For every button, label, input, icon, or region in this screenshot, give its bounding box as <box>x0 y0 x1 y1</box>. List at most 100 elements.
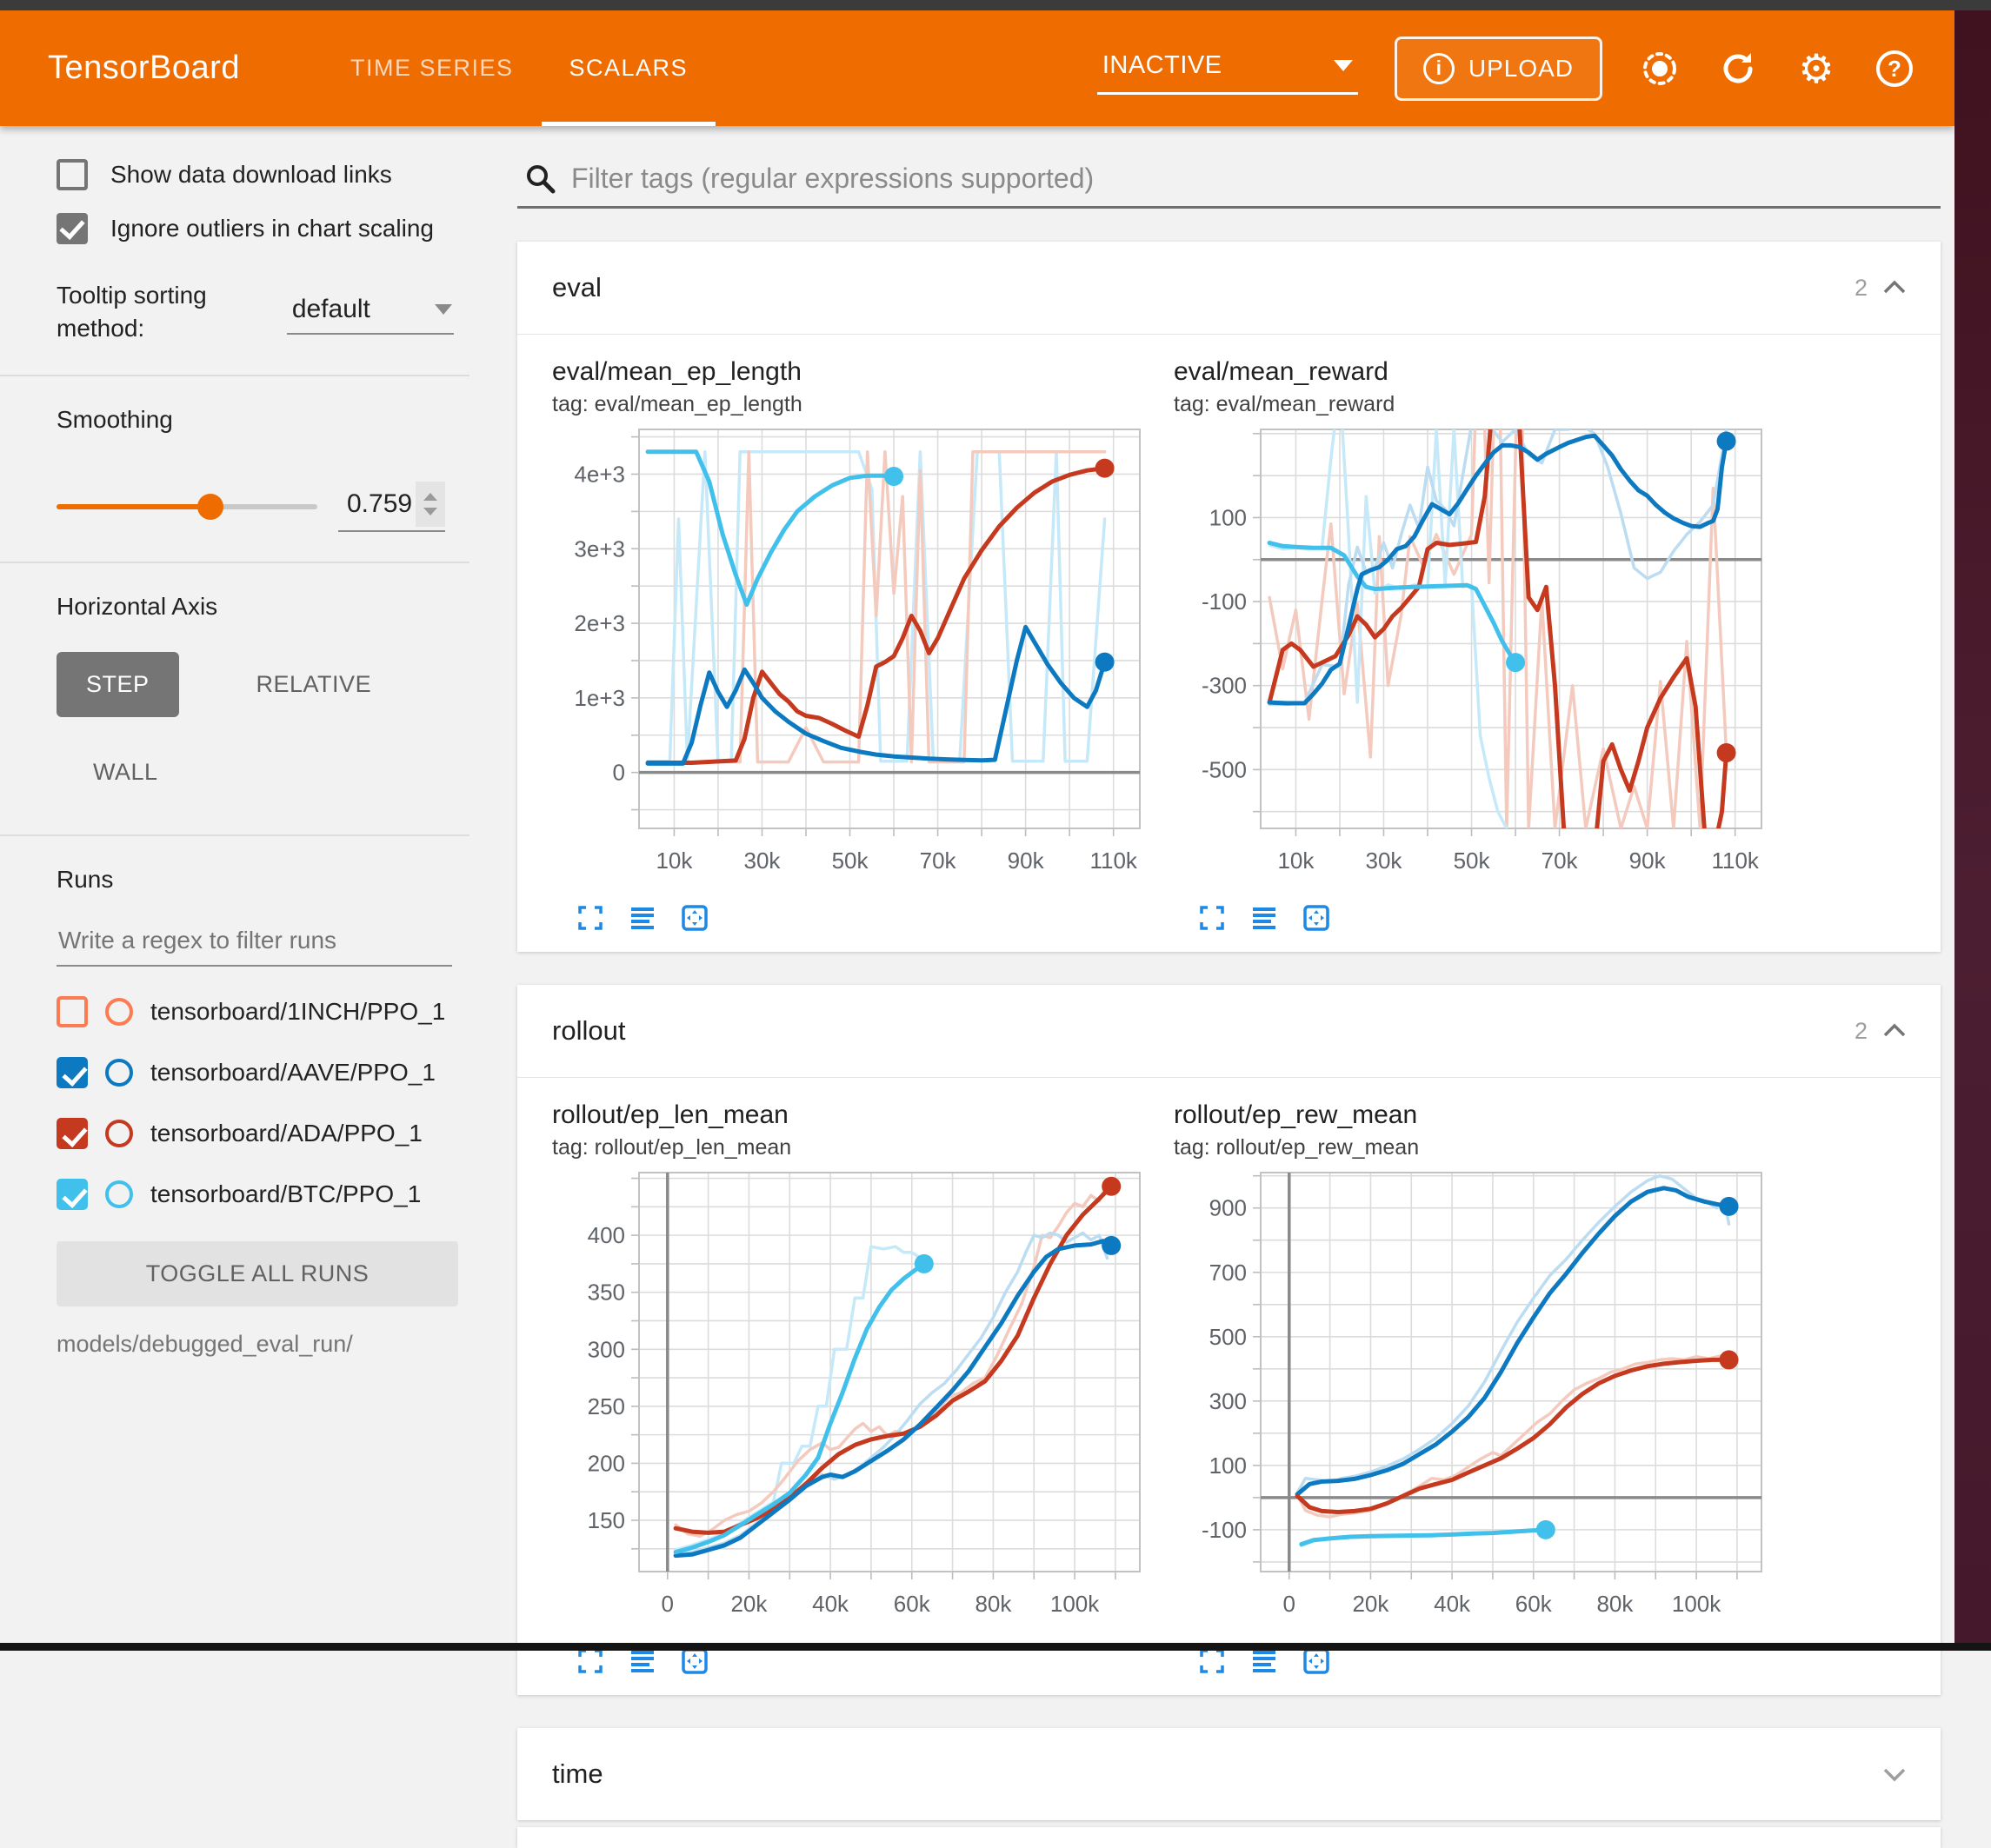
chart-title: rollout/ep_len_mean <box>552 1100 789 1129</box>
section-rollout-header[interactable]: rollout 2 <box>517 985 1941 1077</box>
run-row-aave[interactable]: tensorboard/AAVE/PPO_1 <box>57 1056 454 1088</box>
ignore-outliers-checkbox-row[interactable]: Ignore outliers in chart scaling <box>57 213 454 244</box>
status-label: INACTIVE <box>1102 50 1222 79</box>
window-frame-bottom <box>0 1643 1991 1651</box>
expand-icon[interactable] <box>1198 904 1226 936</box>
run-row-1inch[interactable]: tensorboard/1INCH/PPO_1 <box>57 995 454 1027</box>
svg-text:60k: 60k <box>894 1591 931 1617</box>
search-icon <box>527 165 556 194</box>
horizontal-axis-label: Horizontal Axis <box>57 592 218 620</box>
divider <box>0 374 469 376</box>
runs-table-icon[interactable] <box>1250 1647 1278 1679</box>
axis-option-step[interactable]: STEP <box>57 651 179 717</box>
fit-domain-icon[interactable] <box>1302 904 1330 936</box>
axis-option-wall[interactable]: WALL <box>93 758 158 785</box>
chart-plot[interactable]: 10k 30k 50k 70k 90k 110k 100 -100 -300 -500 <box>1174 421 1774 894</box>
svg-text:-100: -100 <box>1202 1517 1247 1543</box>
chevron-up-icon[interactable] <box>1881 279 1908 296</box>
run-checkbox[interactable] <box>57 995 88 1027</box>
chart-eval-mean-ep-length: eval/mean_ep_length tag: eval/mean_ep_le… <box>552 357 1156 936</box>
svg-text:250: 250 <box>588 1393 625 1419</box>
run-color-circle <box>105 1180 133 1208</box>
refresh-icon[interactable] <box>1717 48 1759 90</box>
series-tensorboard-aave-ppo-1 <box>1295 1186 1731 1497</box>
tag-filter-row <box>517 126 1941 209</box>
svg-text:300: 300 <box>588 1336 625 1362</box>
app-title: TensorBoard <box>48 50 240 86</box>
run-color-circle <box>105 1119 133 1147</box>
svg-text:900: 900 <box>1209 1195 1247 1221</box>
slider-thumb[interactable] <box>197 493 223 520</box>
svg-text:-100: -100 <box>1202 588 1247 615</box>
svg-text:70k: 70k <box>920 848 957 874</box>
svg-text:30k: 30k <box>1366 848 1403 874</box>
settings-icon[interactable]: ⚙ <box>1798 45 1835 91</box>
runs-filter-input[interactable] <box>57 919 452 967</box>
chart-plot[interactable]: 0 20k 40k 60k 80k 100k -100 100 300 500 700 900 <box>1174 1164 1774 1638</box>
chart-tag: tag: rollout/ep_len_mean <box>552 1135 792 1160</box>
toggle-all-runs-button[interactable]: TOGGLE ALL RUNS <box>57 1240 458 1306</box>
svg-text:0: 0 <box>662 1591 674 1617</box>
series-tensorboard-ada-ppo-1 <box>645 466 1108 765</box>
tab-scalars[interactable]: SCALARS <box>541 10 716 126</box>
checkbox-checked[interactable] <box>57 213 88 244</box>
chevron-down-icon[interactable] <box>1881 1765 1908 1783</box>
help-icon[interactable]: ? <box>1874 48 1915 90</box>
series-tensorboard-btc-ppo-1 <box>1299 1527 1548 1546</box>
svg-text:40k: 40k <box>812 1591 849 1617</box>
chart-plot[interactable]: 0 20k 40k 60k 80k 100k 150 200 250 300 350 400 <box>552 1164 1152 1638</box>
window-frame-top <box>0 0 1991 10</box>
divider <box>0 834 469 836</box>
tooltip-sorting-dropdown[interactable]: default <box>286 289 454 335</box>
window-frame-right <box>1954 10 1991 1651</box>
svg-text:300: 300 <box>1209 1388 1247 1414</box>
section-time-header[interactable]: time <box>517 1728 1941 1820</box>
fit-domain-icon[interactable] <box>1302 1647 1330 1679</box>
series-tensorboard-ada-ppo-1-raw- <box>674 1182 1109 1539</box>
svg-text:700: 700 <box>1209 1260 1247 1286</box>
series-tensorboard-aave-ppo-1-raw- <box>1268 429 1728 707</box>
upload-button[interactable]: i UPLOAD <box>1394 36 1602 101</box>
run-row-btc[interactable]: tensorboard/BTC/PPO_1 <box>57 1178 454 1210</box>
series-tensorboard-btc-ppo-1-raw- <box>646 449 1107 763</box>
axis-option-relative[interactable]: RELATIVE <box>256 670 372 697</box>
fit-domain-icon[interactable] <box>681 1647 709 1679</box>
stepper-up-icon[interactable] <box>423 492 438 501</box>
tab-bar: TIME SERIES SCALARS <box>323 10 716 126</box>
run-checkbox[interactable] <box>57 1056 88 1088</box>
expand-icon[interactable] <box>1198 1647 1226 1679</box>
section-rollout: rollout 2 rollout/ep_len_mean tag: rollo… <box>517 985 1941 1695</box>
smoothing-label: Smoothing <box>57 405 173 433</box>
chevron-up-icon[interactable] <box>1881 1022 1908 1040</box>
chart-tag: tag: rollout/ep_rew_mean <box>1174 1135 1420 1160</box>
tag-filter-input[interactable] <box>571 162 1937 195</box>
chart-tag: tag: eval/mean_reward <box>1174 392 1395 416</box>
svg-text:20k: 20k <box>1352 1591 1389 1617</box>
run-color-circle <box>105 1058 133 1087</box>
run-checkbox[interactable] <box>57 1178 88 1210</box>
run-checkbox[interactable] <box>57 1117 88 1149</box>
svg-text:3e+3: 3e+3 <box>574 535 625 562</box>
expand-icon[interactable] <box>576 1647 604 1679</box>
runs-table-icon[interactable] <box>1250 904 1278 936</box>
fit-domain-icon[interactable] <box>681 904 709 936</box>
section-eval-header[interactable]: eval 2 <box>517 242 1941 334</box>
show-download-links-checkbox-row[interactable]: Show data download links <box>57 159 454 190</box>
tab-time-series[interactable]: TIME SERIES <box>350 55 514 81</box>
chevron-down-icon <box>435 303 452 315</box>
smoothing-stepper[interactable] <box>416 481 446 527</box>
expand-icon[interactable] <box>576 904 604 936</box>
svg-text:110k: 110k <box>1089 848 1137 874</box>
smoothing-slider[interactable] <box>57 493 317 520</box>
chart-plot[interactable]: 10k 30k 50k 70k 90k 110k 0 1e+3 2e+3 3e+3 4e+3 <box>552 421 1152 894</box>
checkbox-unchecked[interactable] <box>57 159 88 190</box>
section-time: time <box>517 1728 1941 1820</box>
runs-table-icon[interactable] <box>629 1647 656 1679</box>
stepper-down-icon[interactable] <box>423 507 438 515</box>
brightness-icon[interactable] <box>1639 48 1681 90</box>
svg-text:20k: 20k <box>730 1591 768 1617</box>
run-row-ada[interactable]: tensorboard/ADA/PPO_1 <box>57 1117 454 1149</box>
status-dropdown[interactable]: INACTIVE <box>1096 43 1358 95</box>
svg-text:400: 400 <box>588 1222 625 1248</box>
runs-table-icon[interactable] <box>629 904 656 936</box>
